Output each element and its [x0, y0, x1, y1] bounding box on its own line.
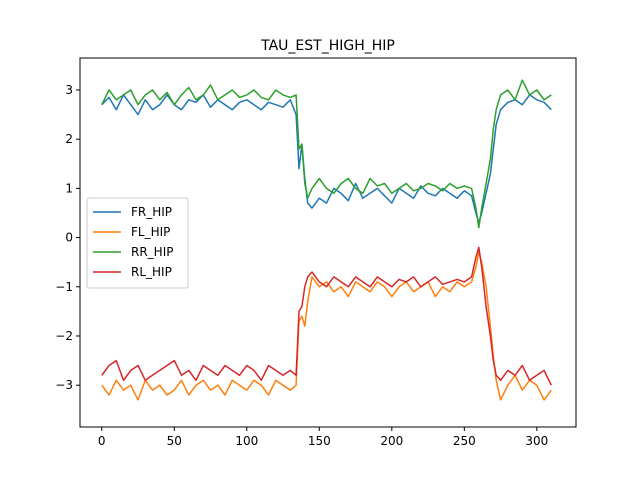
legend-label: FL_HIP — [131, 225, 170, 239]
y-tick-label: 0 — [65, 231, 73, 245]
legend: FR_HIP FL_HIP RR_HIP RL_HIP — [86, 197, 189, 289]
series-line-rl-hip — [101, 246, 552, 386]
legend-label: RR_HIP — [131, 245, 173, 259]
y-tick-label: 1 — [65, 181, 73, 195]
x-tick-label: 150 — [308, 434, 331, 448]
y-tick-label: −3 — [55, 378, 73, 392]
x-tick-label: 300 — [525, 434, 548, 448]
x-tick-label: 250 — [453, 434, 476, 448]
x-tick-label: 0 — [98, 434, 106, 448]
x-axis: 0 50 100 150 200 250 300 — [98, 427, 548, 448]
y-tick-label: −2 — [55, 329, 73, 343]
series-line-fr-hip — [101, 94, 552, 224]
y-tick-label: 2 — [65, 132, 73, 146]
legend-label: FR_HIP — [131, 205, 172, 219]
series-line-fl-hip — [101, 251, 552, 401]
chart-title: TAU_EST_HIGH_HIP — [260, 38, 395, 54]
series-line-rr-hip — [101, 79, 552, 229]
x-tick-label: 50 — [167, 434, 182, 448]
x-tick-label: 100 — [235, 434, 258, 448]
y-tick-label: −1 — [55, 280, 73, 294]
x-tick-label: 200 — [380, 434, 403, 448]
series-lines — [101, 79, 552, 401]
plot-area: 0 50 100 150 200 250 300 −3 −2 −1 0 1 2 3 — [55, 57, 577, 448]
y-axis: −3 −2 −1 0 1 2 3 — [55, 83, 80, 392]
plot-frame — [79, 57, 577, 428]
y-tick-label: 3 — [65, 83, 73, 97]
legend-box — [86, 197, 189, 289]
legend-label: RL_HIP — [131, 265, 172, 279]
